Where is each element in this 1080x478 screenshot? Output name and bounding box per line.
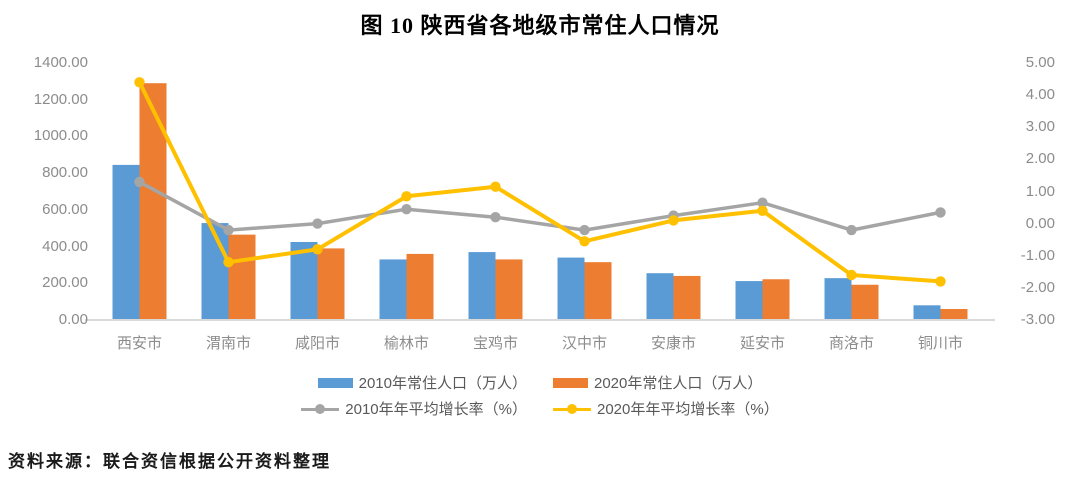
marker-2020-宝鸡市 [490,181,501,192]
bar-2020-汉中市 [584,262,612,320]
legend-bar-swatch-icon [553,377,588,388]
y-tick-label: 3.00 [1025,118,1055,136]
bar-2020-安康市 [673,275,701,320]
bar-2010-汉中市 [557,257,585,320]
bar-2010-宝鸡市 [468,252,496,320]
category-label-汉中市: 汉中市 [561,335,607,352]
bar-2010-商洛市 [824,278,852,320]
y-tick-label: -2.00 [1020,278,1055,296]
legend-line-swatch-icon [553,403,591,415]
y-tick-label: -1.00 [1020,246,1055,264]
y-tick-label: -3.00 [1020,311,1055,328]
bar-2020-咸阳市 [317,248,345,320]
legend-bar-series: 2010年常住人口（万人） 2020年常住人口（万人） [0,372,1080,393]
legend-label: 2010年常住人口（万人） [358,375,527,392]
legend-bar-swatch-icon [317,377,353,388]
bar-2010-咸阳市 [290,241,318,320]
legend-item: 2010年常住人口（万人） [317,372,527,393]
marker-2020-铜川市 [935,276,946,287]
marker-2020-商洛市 [846,269,857,281]
marker-2010-延安市 [757,197,768,208]
y-tick-label: 1000.00 [33,127,88,145]
marker-2010-铜川市 [935,207,946,218]
line-2020-growth [137,80,943,284]
y-tick-label: 400.00 [42,237,88,255]
marker-2020-榆林市 [401,191,412,202]
y-tick-label: 4.00 [1025,86,1055,104]
legend-item: 2020年年平均增长率（%） [553,398,779,419]
category-label-延安市: 延安市 [739,335,785,352]
bar-2020-西安市 [139,83,167,320]
bar-2010-铜川市 [913,305,941,320]
bar-2020-延安市 [762,279,790,320]
legend-item: 2010年年平均增长率（%） [301,398,527,419]
chart-title: 图 10 陕西省各地级市常住人口情况 [360,13,720,38]
marker-2020-咸阳市 [312,244,323,255]
marker-2020-渭南市 [223,257,234,268]
marker-2020-延安市 [757,205,768,216]
legend-line-swatch-icon [301,403,340,415]
y-tick-label: 800.00 [42,164,88,182]
y-tick-label: 600.00 [42,200,88,218]
marker-2010-渭南市 [223,224,234,236]
marker-2020-西安市 [134,77,145,88]
marker-2010-宝鸡市 [490,212,501,223]
marker-2010-榆林市 [401,204,412,215]
bar-2010-安康市 [646,273,674,320]
y-tick-label: 1.00 [1025,182,1055,200]
y-tick-label: 200.00 [42,274,88,292]
legend-line-series: 2010年年平均增长率（%） 2020年年平均增长率（%） [0,398,1080,419]
bar-2020-商洛市 [851,284,879,320]
marker-2020-汉中市 [579,236,590,247]
line-2010-growth [137,180,943,232]
category-label-安康市: 安康市 [650,335,696,352]
marker-2020-安康市 [668,215,679,226]
bar-2020-铜川市 [940,308,968,320]
category-label-宝鸡市: 宝鸡市 [472,335,518,352]
legend-label: 2020年年平均增长率（%） [597,401,779,418]
plot-area [85,77,995,321]
bar-2020-渭南市 [228,234,256,320]
category-label-铜川市: 铜川市 [917,335,963,352]
y-tick-label: 2.00 [1025,150,1055,168]
y-tick-label: 0.00 [58,311,88,328]
category-label-渭南市: 渭南市 [205,335,251,352]
bar-2010-延安市 [735,281,763,320]
category-label-咸阳市: 咸阳市 [294,335,340,352]
marker-2010-西安市 [134,176,145,188]
legend-label: 2020年常住人口（万人） [594,375,763,392]
y-tick-label: 1200.00 [33,90,88,108]
source-note: 资料来源：联合资信根据公开资料整理 [8,452,331,471]
marker-2010-商洛市 [846,224,857,236]
category-label-西安市: 西安市 [116,335,162,352]
y-tick-label: 0.00 [1025,214,1055,232]
bar-2020-榆林市 [406,253,434,320]
bar-2010-榆林市 [379,259,407,320]
legend-label: 2010年年平均增长率（%） [345,401,527,418]
marker-2010-汉中市 [579,224,590,236]
category-label-商洛市: 商洛市 [828,335,874,352]
category-label-榆林市: 榆林市 [383,335,429,352]
bar-2020-宝鸡市 [495,259,523,320]
y-tick-label: 1400.00 [33,54,88,71]
legend-item: 2020年常住人口（万人） [553,372,762,393]
y-tick-label: 5.00 [1025,54,1055,71]
bar-2010-西安市 [112,164,140,320]
marker-2010-咸阳市 [312,218,323,229]
